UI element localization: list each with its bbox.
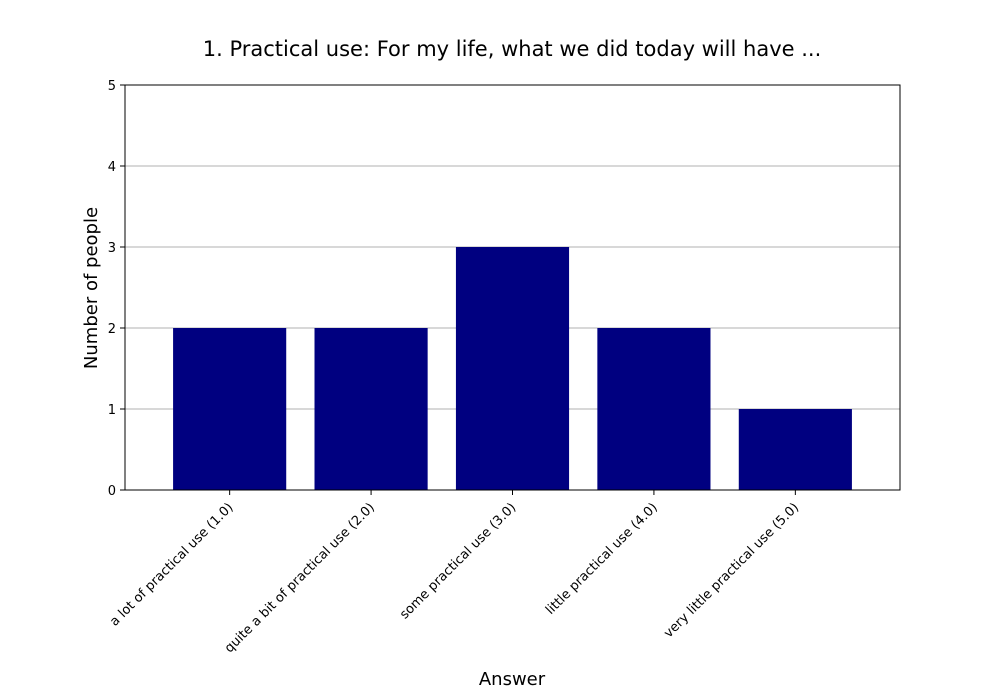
y-tick-label: 0 (108, 484, 116, 499)
y-tick-label: 5 (108, 79, 116, 94)
x-axis-label: Answer (479, 669, 546, 690)
x-tick-label: very little practical use (5.0) (661, 500, 802, 641)
bar (597, 328, 711, 490)
bar (314, 328, 428, 490)
bar (173, 328, 287, 490)
bars (173, 247, 852, 490)
y-axis-label: Number of people (81, 207, 102, 369)
y-tick-label: 4 (108, 160, 116, 175)
x-tick-label: little practical use (4.0) (543, 500, 661, 618)
x-tick-label: some practical use (3.0) (397, 500, 519, 622)
x-tick-label: quite a bit of practical use (2.0) (222, 500, 378, 656)
y-tick-label: 3 (108, 241, 116, 256)
bar (738, 409, 852, 490)
x-tick-label: a lot of practical use (1.0) (107, 500, 236, 629)
y-tick-label: 1 (108, 403, 116, 418)
chart-title: 1. Practical use: For my life, what we d… (203, 37, 822, 61)
bar (455, 247, 570, 490)
y-tick-label: 2 (108, 322, 116, 337)
